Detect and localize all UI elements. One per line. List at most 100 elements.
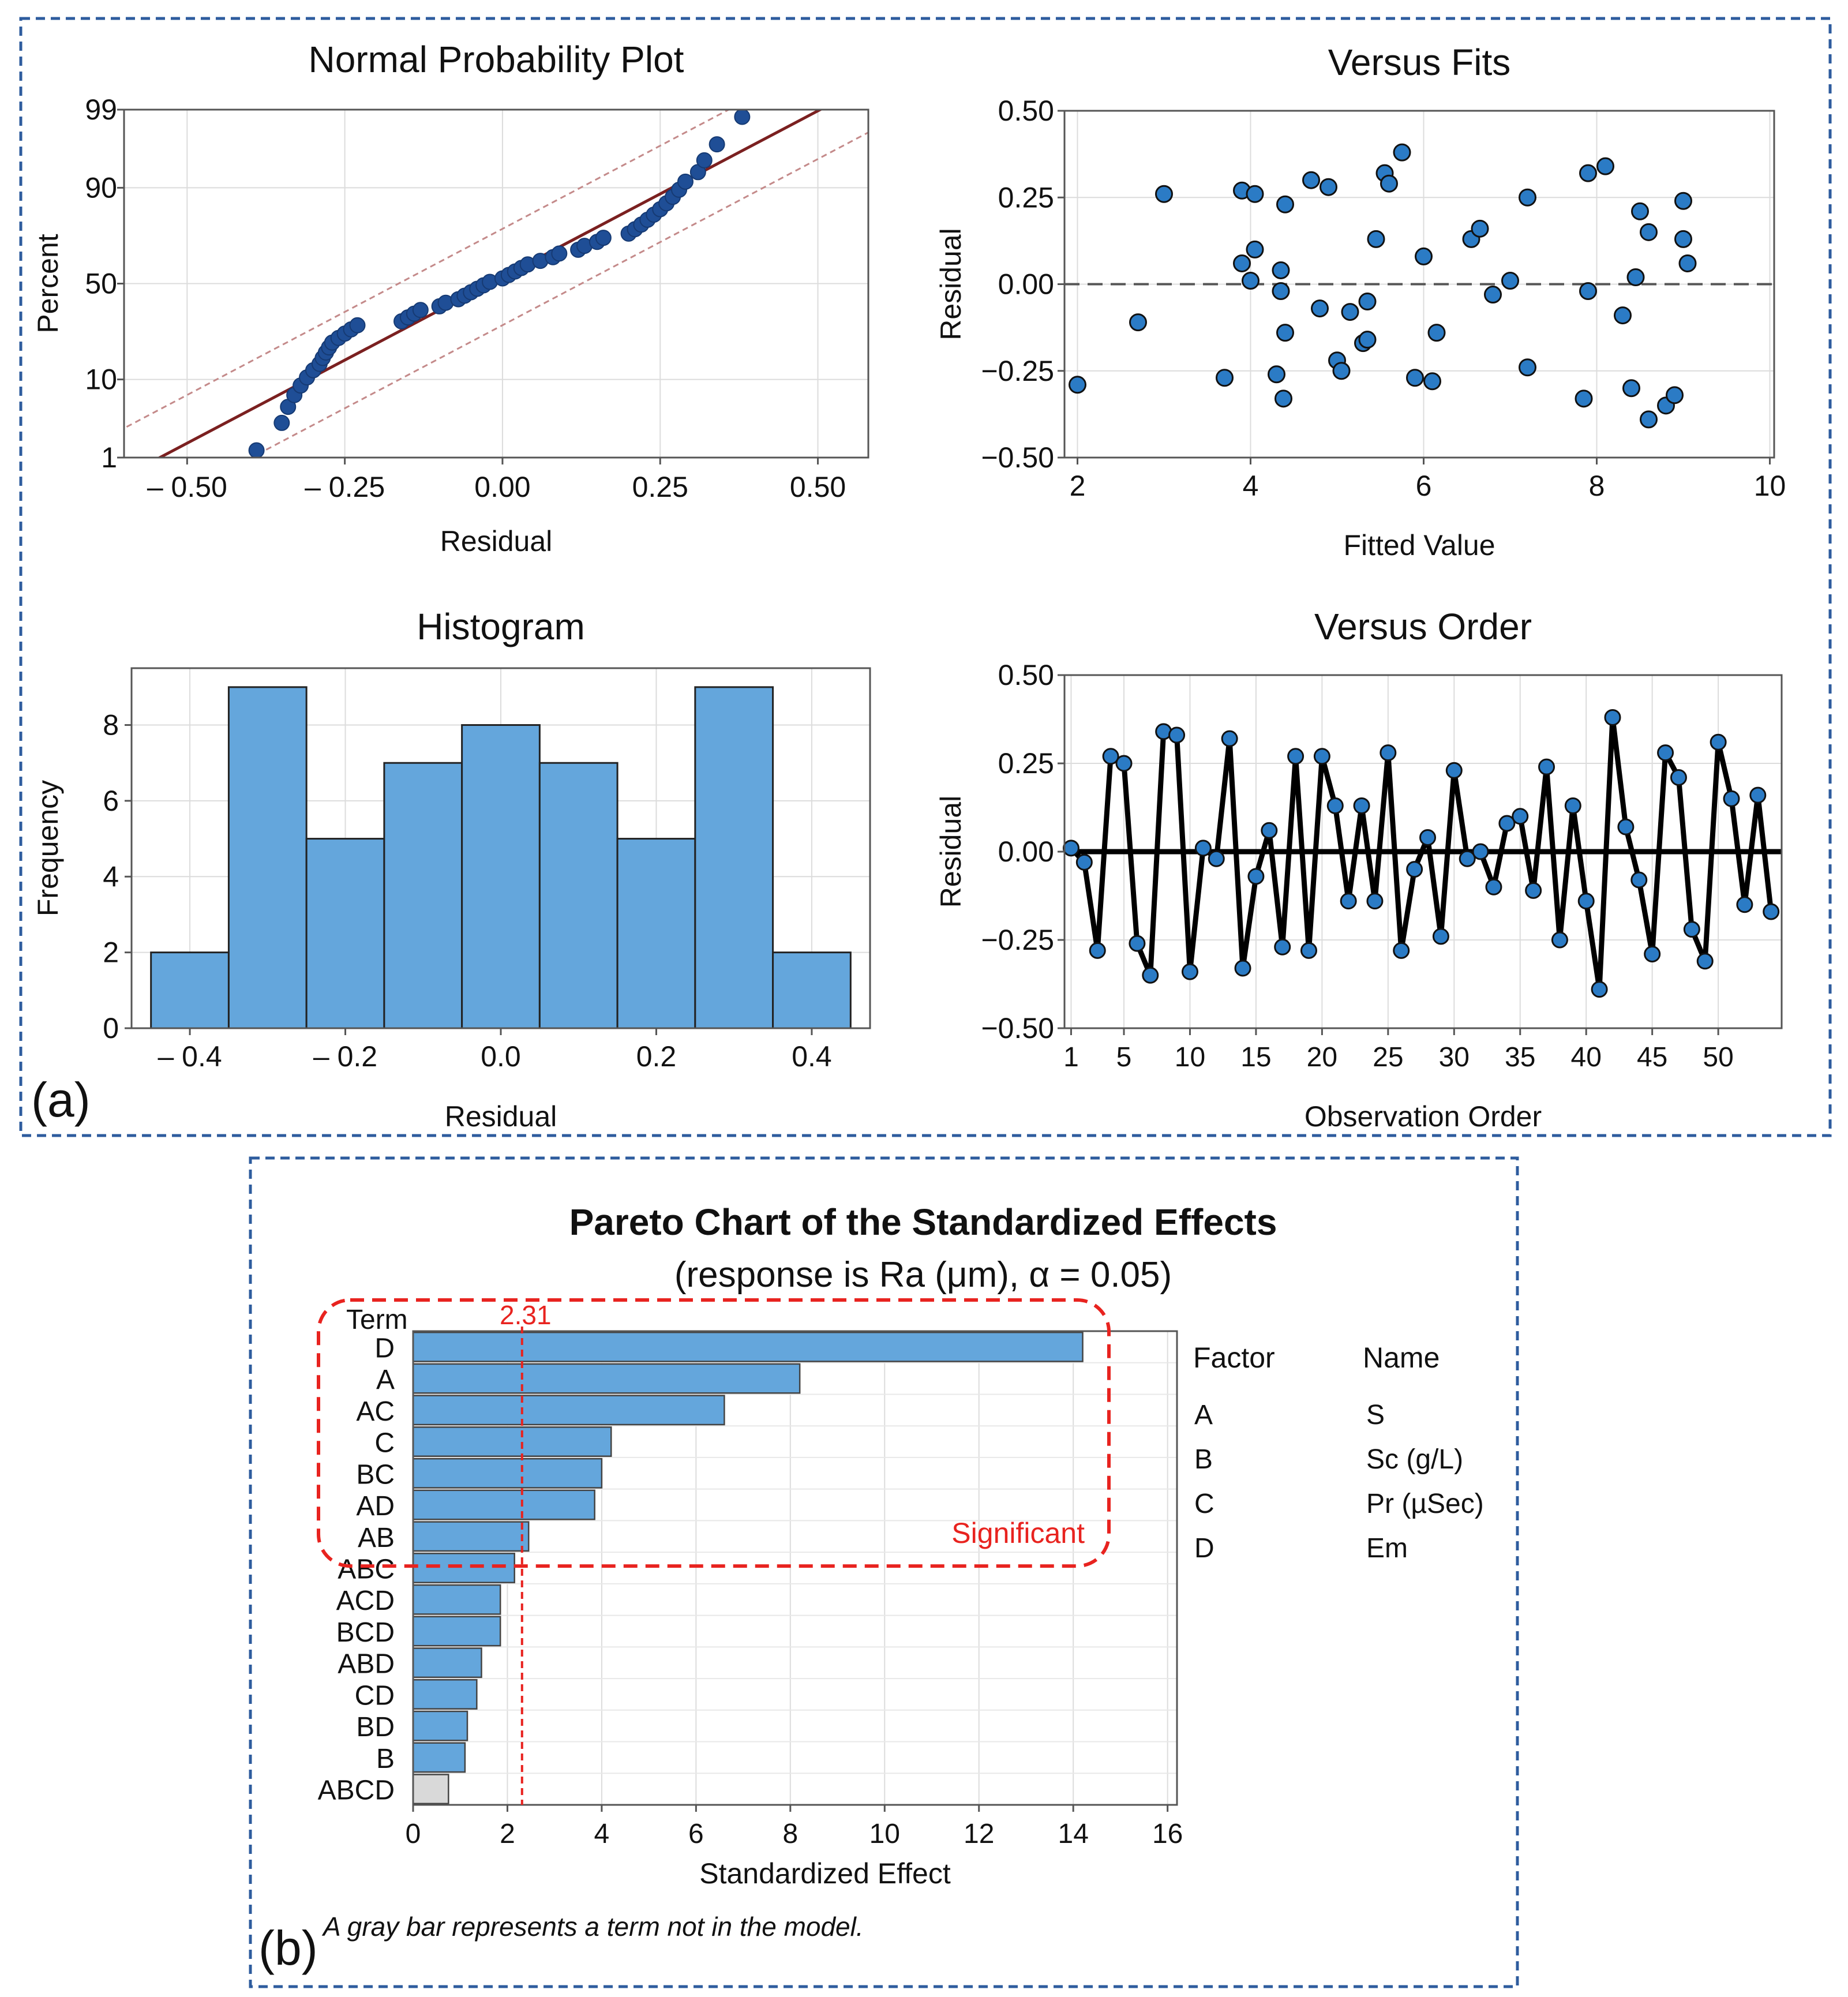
pareto-frame [412,1330,1178,1806]
hist-title: Histogram [417,606,585,647]
pareto-title: Pareto Chart of the Standardized Effects [569,1201,1277,1243]
hist-x-tick-label: – 0.2 [313,1040,377,1073]
pareto-term-label: ABD [338,1649,395,1680]
vorder-data-point [1498,815,1516,832]
vorder-data-point [1075,853,1093,871]
vorder-data-point [1459,850,1476,867]
pareto-term-label: BCD [336,1617,395,1648]
npp-y-tick-label: 1 [101,441,117,474]
vfits-data-point [1320,178,1337,196]
npp-x-tick-label: – 0.50 [147,471,227,503]
vfits-data-point [1484,286,1502,304]
npp-y-axis-label: Percent [32,234,64,333]
vorder-x-tick-label: 5 [1116,1042,1132,1073]
vorder-data-point [1168,726,1186,744]
vorder-data-point [1644,945,1661,962]
hist-bar [150,951,230,1029]
vfits-data-point [1622,379,1640,398]
vfits-data-point [1674,192,1692,210]
npp-x-tick-label: 0.25 [632,471,688,503]
hist-y-tick-label: 0 [103,1012,119,1044]
npp-data-point [551,245,568,262]
vorder-data-point [1591,981,1608,998]
npp-data-point [595,230,612,246]
vorder-data-point [1234,960,1251,977]
vfits-data-point [1155,185,1173,203]
pareto-x-axis-label: Standardized Effect [699,1857,951,1890]
vfits-data-point [1406,369,1424,387]
hist-x-tick-label: 0.4 [792,1040,832,1073]
vorder-y-axis-label: Residual [935,796,967,908]
npp-x-tick-label: – 0.25 [305,471,385,503]
hist-y-tick-label: 4 [103,860,119,893]
pareto-term-label: AB [358,1523,395,1553]
normal-probability-plot: – 0.50 – 0.25 0.00 0.25 0.50 1 10 50 90 99 Normal … [32,39,869,557]
pareto-x-tick-label: 4 [594,1819,610,1849]
vfits-data-point [1519,188,1536,207]
pareto-footnote: A gray bar represents a term not in the … [321,1912,864,1942]
vfits-x-tick-label: 10 [1754,470,1786,502]
pareto-legend-header-name: Name [1363,1342,1440,1374]
vorder-x-tick-label: 50 [1703,1042,1733,1073]
npp-data-point [709,136,725,153]
vorder-data-point [1380,744,1397,762]
vorder-data-point [1512,808,1529,825]
pareto-bar [412,1647,482,1678]
vfits-data-point [1216,369,1234,387]
vfits-data-point [1423,372,1441,391]
npp-data-point [734,108,751,125]
pareto-bar [412,1521,530,1552]
pareto-bar [412,1363,801,1394]
vorder-data-point [1657,744,1674,762]
vfits-y-tick-label: −0.25 [981,355,1054,387]
hist-bar [305,838,385,1029]
vorder-data-point [1710,733,1727,751]
vfits-data-point [1276,324,1294,342]
pareto-x-tick-label: 16 [1152,1819,1183,1849]
vorder-data-point [1670,769,1687,786]
hist-x-tick-label: – 0.4 [158,1040,222,1073]
vfits-data-point [1519,358,1536,377]
npp-title: Normal Probability Plot [309,39,684,80]
vorder-data-point [1564,797,1581,814]
panel-a-label: (a) [31,1073,91,1127]
npp-data-point [349,317,366,334]
vfits-data-point [1129,313,1147,332]
pareto-legend-factor: B [1194,1444,1213,1475]
pareto-legend-factor: A [1194,1400,1213,1430]
pareto-x-tick-label: 10 [869,1819,900,1849]
pareto-x-tick-label: 12 [964,1819,994,1849]
pareto-bar [412,1426,612,1457]
pareto-legend-name: Em [1366,1533,1408,1564]
pareto-term-label: AC [356,1396,395,1427]
pareto-term-label: ABCD [318,1775,395,1806]
npp-y-tick-label: 99 [85,93,117,126]
vfits-data-point [1233,254,1251,272]
hist-bar [227,686,308,1029]
npp-data-point [412,302,429,319]
hist-x-axis-label: Residual [445,1100,557,1133]
pareto-significant-label: Significant [951,1517,1085,1549]
vorder-data-point [1313,748,1330,765]
pareto-significant-region [317,1298,1111,1568]
vorder-data-point [1089,942,1106,959]
vorder-data-point [1274,938,1291,956]
vfits-data-point [1268,365,1285,384]
npp-x-tick-label: 0.00 [474,471,530,503]
pareto-x-tick-label: 2 [500,1819,515,1849]
vorder-data-point [1577,893,1595,910]
vfits-data-point [1579,164,1597,182]
vorder-data-point [1366,893,1384,910]
vfits-data-point [1575,389,1593,408]
npp-y-tick-label: 90 [85,171,117,204]
pareto-legend-factor: C [1194,1489,1214,1519]
pareto-legend-name: Pr (µSec) [1366,1489,1484,1519]
pareto-bar [412,1553,515,1583]
hist-bar [383,762,463,1029]
vfits-data-point [1501,271,1519,290]
vorder-data-point [1353,797,1370,814]
pareto-legend-factor: D [1194,1533,1214,1564]
vfits-data-point [1579,282,1597,301]
pareto-term-label: D [374,1333,395,1363]
vorder-series-line [1069,714,1774,992]
